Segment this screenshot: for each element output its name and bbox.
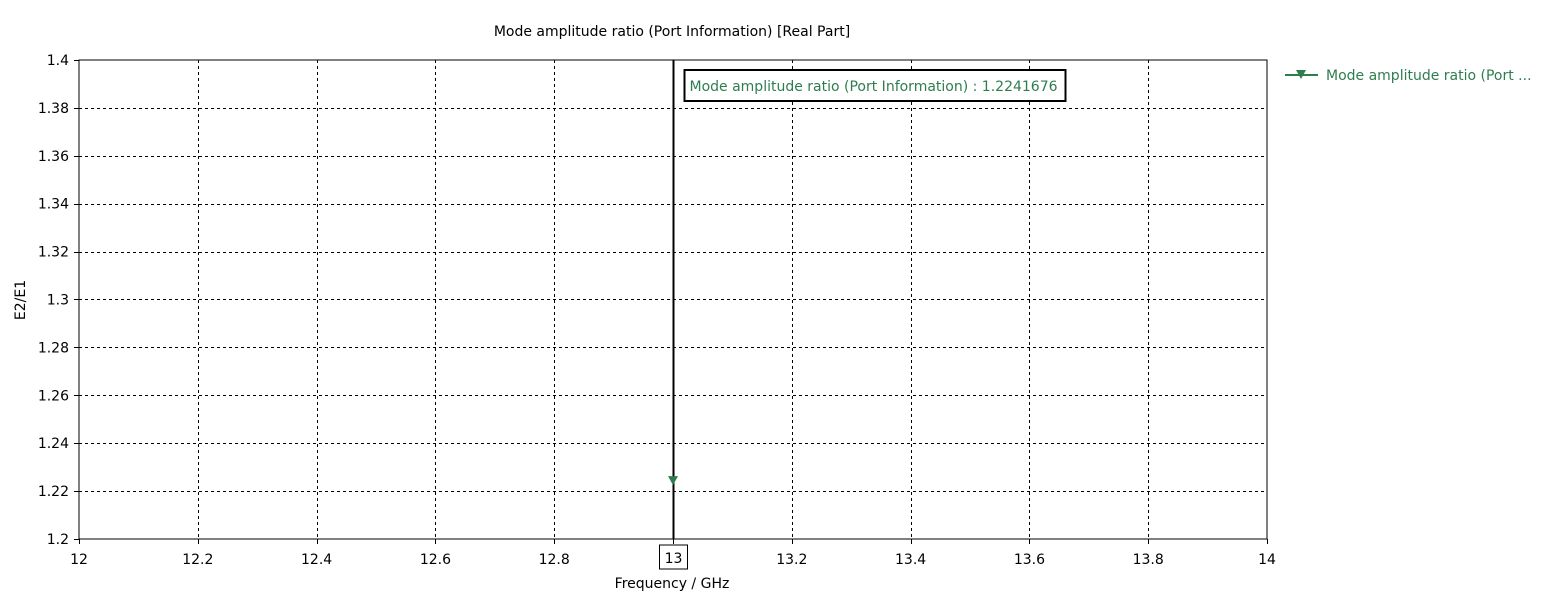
- legend: Mode amplitude ratio (Port ...: [1285, 68, 1532, 84]
- y-tick-label: 1.36: [38, 149, 69, 165]
- marker-readout-text: Mode amplitude ratio (Port Information) …: [690, 79, 1058, 95]
- data-point-marker: [668, 476, 678, 486]
- x-tick-label: 14: [1258, 552, 1276, 568]
- x-tick-label: 12.8: [539, 552, 570, 568]
- y-tick-label: 1.4: [47, 53, 69, 69]
- x-tick-label: 13.6: [1014, 552, 1045, 568]
- x-tick-label: 12.2: [182, 552, 213, 568]
- x-tick-label: 12: [70, 552, 88, 568]
- x-axis-title: Frequency / GHz: [615, 576, 730, 592]
- y-axis: 1.2 1.22 1.24 1.26 1.28 1.3 1.32 1.34 1.36 1.38 1.…: [38, 53, 79, 548]
- legend-label: Mode amplitude ratio (Port ...: [1326, 68, 1532, 84]
- marker-x-label-box: [659, 544, 688, 570]
- y-tick-label: 1.38: [38, 101, 69, 117]
- y-tick-label: 1.32: [38, 245, 69, 261]
- marker-layer: 13 Mode amplitude ratio (Port Information…: [659, 60, 1067, 570]
- series-layer: [668, 476, 678, 486]
- y-tick-label: 1.2: [47, 532, 69, 548]
- y-tick-label: 1.34: [38, 197, 69, 213]
- marker-x-label: 13: [665, 551, 683, 567]
- marker-readout-box: [683, 69, 1067, 102]
- legend-marker: [1296, 70, 1306, 79]
- y-tick-label: 1.24: [38, 436, 69, 452]
- chart-title: Mode amplitude ratio (Port Information) …: [494, 24, 850, 40]
- y-tick-label: 1.22: [38, 484, 69, 500]
- y-tick-label: 1.3: [47, 293, 69, 309]
- y-axis-title: E2/E1: [13, 280, 29, 320]
- x-tick-label: 13.4: [895, 552, 926, 568]
- y-tick-label: 1.26: [38, 388, 69, 404]
- x-tick-label: 13.8: [1133, 552, 1164, 568]
- x-tick-label: 13.2: [776, 552, 807, 568]
- x-tick-label: 12.4: [301, 552, 332, 568]
- y-tick-label: 1.28: [38, 340, 69, 356]
- x-tick-label: 12.6: [420, 552, 451, 568]
- x-axis: 12 12.2 12.4 12.6 12.8 13.2 13.4 13.6 13.8 14: [70, 539, 1276, 568]
